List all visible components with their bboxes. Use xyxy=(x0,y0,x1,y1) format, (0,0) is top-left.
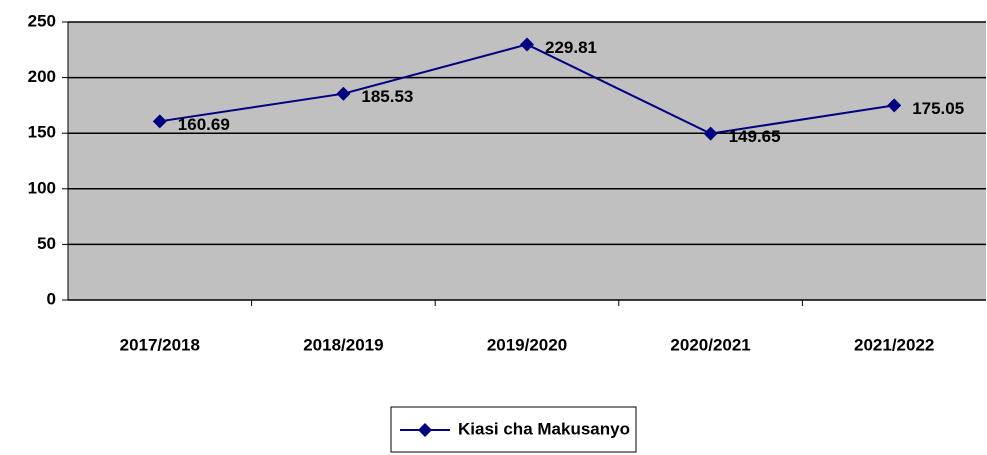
data-label: 229.81 xyxy=(545,38,597,57)
x-tick-label: 2020/2021 xyxy=(670,335,750,354)
marker xyxy=(887,98,902,113)
x-tick-label: 2021/2022 xyxy=(854,335,934,354)
legend-label: Kiasi cha Makusanyo xyxy=(458,419,630,438)
x-tick-label: 2018/2019 xyxy=(303,335,383,354)
y-tick-label: 150 xyxy=(28,123,56,142)
data-label: 185.53 xyxy=(361,87,413,106)
data-label: 160.69 xyxy=(178,115,230,134)
marker xyxy=(703,126,718,141)
data-label: 149.65 xyxy=(729,127,781,146)
y-tick-label: 200 xyxy=(28,67,56,86)
data-label: 175.05 xyxy=(912,99,964,118)
marker xyxy=(336,86,351,101)
x-tick-label: 2017/2018 xyxy=(120,335,200,354)
legend-marker xyxy=(418,423,432,437)
y-tick-label: 250 xyxy=(28,11,56,30)
plot-area xyxy=(68,22,986,300)
marker xyxy=(152,114,167,129)
marker xyxy=(520,37,534,52)
x-tick-label: 2019/2020 xyxy=(487,335,567,354)
y-tick-label: 50 xyxy=(37,234,56,253)
y-tick-label: 0 xyxy=(47,289,56,308)
y-tick-label: 100 xyxy=(28,178,56,197)
